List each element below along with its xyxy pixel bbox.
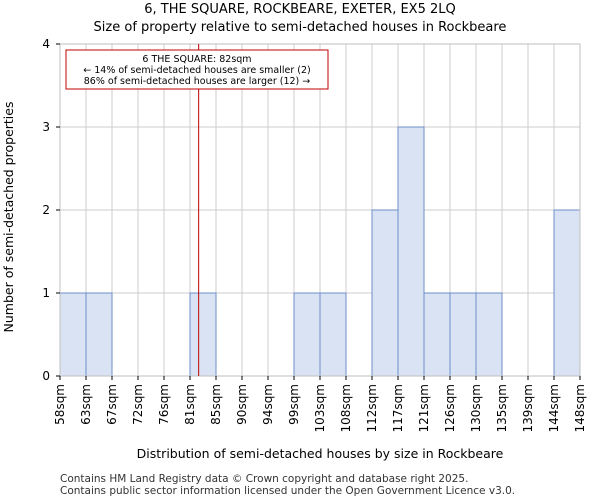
annotation-box: 6 THE SQUARE: 82sqm ← 14% of semi-detach…	[65, 49, 329, 90]
annotation-line-1: 6 THE SQUARE: 82sqm	[142, 54, 251, 65]
x-tick-label: 99sqm	[287, 384, 301, 425]
x-tick-label: 94sqm	[261, 384, 275, 425]
footer-licence: Contains public sector information licen…	[60, 485, 516, 497]
x-tick-label: 76sqm	[157, 384, 171, 425]
x-tick-label: 85sqm	[209, 384, 223, 425]
annotation-border	[65, 49, 329, 90]
x-axis-label: Distribution of semi-detached houses by …	[137, 446, 504, 461]
bar	[553, 209, 581, 377]
y-tick-label: 2	[42, 203, 50, 217]
bar	[59, 292, 87, 377]
bar	[371, 209, 399, 377]
x-tick-label: 67sqm	[105, 384, 119, 425]
bar	[475, 292, 503, 377]
bar	[423, 292, 451, 377]
x-tick-label: 130sqm	[469, 384, 483, 432]
bar	[319, 292, 347, 377]
x-tick-label: 121sqm	[417, 384, 431, 432]
x-tick-label: 72sqm	[131, 384, 145, 425]
annotation-line-3: 86% of semi-detached houses are larger (…	[84, 76, 311, 87]
y-axis-label: Number of semi-detached properties	[1, 102, 16, 333]
bar	[85, 292, 113, 377]
chart-subtitle: Size of property relative to semi-detach…	[93, 20, 507, 35]
y-tick-label: 0	[42, 369, 50, 383]
x-tick-label: 112sqm	[365, 384, 379, 432]
annotation-line-2: ← 14% of semi-detached houses are smalle…	[83, 65, 311, 76]
bar	[293, 292, 321, 377]
x-tick-label: 117sqm	[391, 384, 405, 432]
x-tick-label: 90sqm	[235, 384, 249, 425]
chart-title: 6, THE SQUARE, ROCKBEARE, EXETER, EX5 2L…	[144, 2, 456, 17]
y-tick-label: 4	[42, 37, 50, 51]
x-tick-label: 103sqm	[313, 384, 327, 432]
x-tick-label: 135sqm	[495, 384, 509, 432]
y-tick-label: 1	[42, 286, 50, 300]
x-tick-label: 63sqm	[79, 384, 93, 425]
x-tick-label: 108sqm	[339, 384, 353, 432]
bar	[449, 292, 477, 377]
bar	[397, 126, 425, 377]
x-tick-label: 126sqm	[443, 384, 457, 432]
x-ticks: 58sqm 63sqm 67sqm 72sqm 76sqm 81sqm 85sqm 90sqm…	[53, 376, 587, 432]
y-tick-label: 3	[42, 120, 50, 134]
footer-copyright: Contains HM Land Registry data © Crown c…	[60, 473, 469, 485]
bar-series	[59, 126, 581, 377]
x-tick-label: 144sqm	[547, 384, 561, 432]
bar	[189, 292, 217, 377]
x-tick-label: 139sqm	[521, 384, 535, 432]
x-tick-label: 148sqm	[573, 384, 587, 432]
y-ticks: 0 1 2 3 4	[42, 37, 60, 383]
x-tick-label: 58sqm	[53, 384, 67, 425]
x-tick-label: 81sqm	[183, 384, 197, 425]
